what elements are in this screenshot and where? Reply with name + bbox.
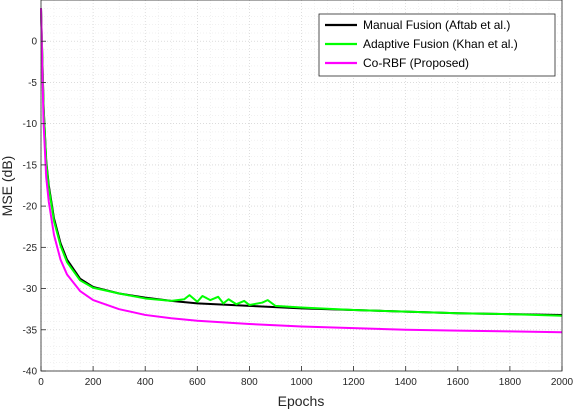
x-tick-label: 1600	[447, 377, 470, 388]
legend-label: Manual Fusion (Aftab et al.)	[363, 18, 510, 32]
y-tick-label: -40	[23, 367, 38, 378]
y-tick-label: -15	[23, 160, 38, 171]
y-tick-label: -20	[23, 202, 38, 213]
y-tick-label: -35	[23, 325, 38, 336]
y-axis-title: MSE (dB)	[0, 156, 15, 217]
legend-label: Co-RBF (Proposed)	[363, 56, 469, 70]
legend: Manual Fusion (Aftab et al.) Adaptive Fus…	[318, 13, 556, 77]
series-lines	[40, 8, 563, 334]
x-tick-label: 1800	[499, 377, 522, 388]
legend-box	[318, 13, 556, 77]
x-tick-label: 1000	[290, 377, 313, 388]
y-tick-label: -30	[23, 284, 38, 295]
x-tick-label: 800	[241, 377, 258, 388]
legend-label: Adaptive Fusion (Khan et al.)	[363, 37, 518, 51]
x-tick-label: 400	[137, 377, 154, 388]
x-tick-label: 1200	[342, 377, 365, 388]
series-line-adaptive-fusion-khan-et-al	[40, 8, 563, 317]
x-tick-label: 0	[38, 377, 44, 388]
x-axis-title: Epochs	[278, 393, 325, 409]
x-tick-label: 200	[85, 377, 102, 388]
y-tick-label: -10	[23, 119, 38, 130]
series-line-co-rbf-proposed	[40, 8, 563, 334]
axis-ticks: 0 200 400 600 800 1000 1200 1400 1600 1800 2000 0 -5…	[23, 37, 574, 388]
y-tick-label: 0	[31, 37, 37, 48]
y-tick-label: -5	[28, 78, 37, 89]
y-tick-label: -25	[23, 243, 38, 254]
x-tick-label: 1400	[395, 377, 418, 388]
x-tick-label: 600	[189, 377, 206, 388]
x-tick-label: 2000	[551, 377, 574, 388]
